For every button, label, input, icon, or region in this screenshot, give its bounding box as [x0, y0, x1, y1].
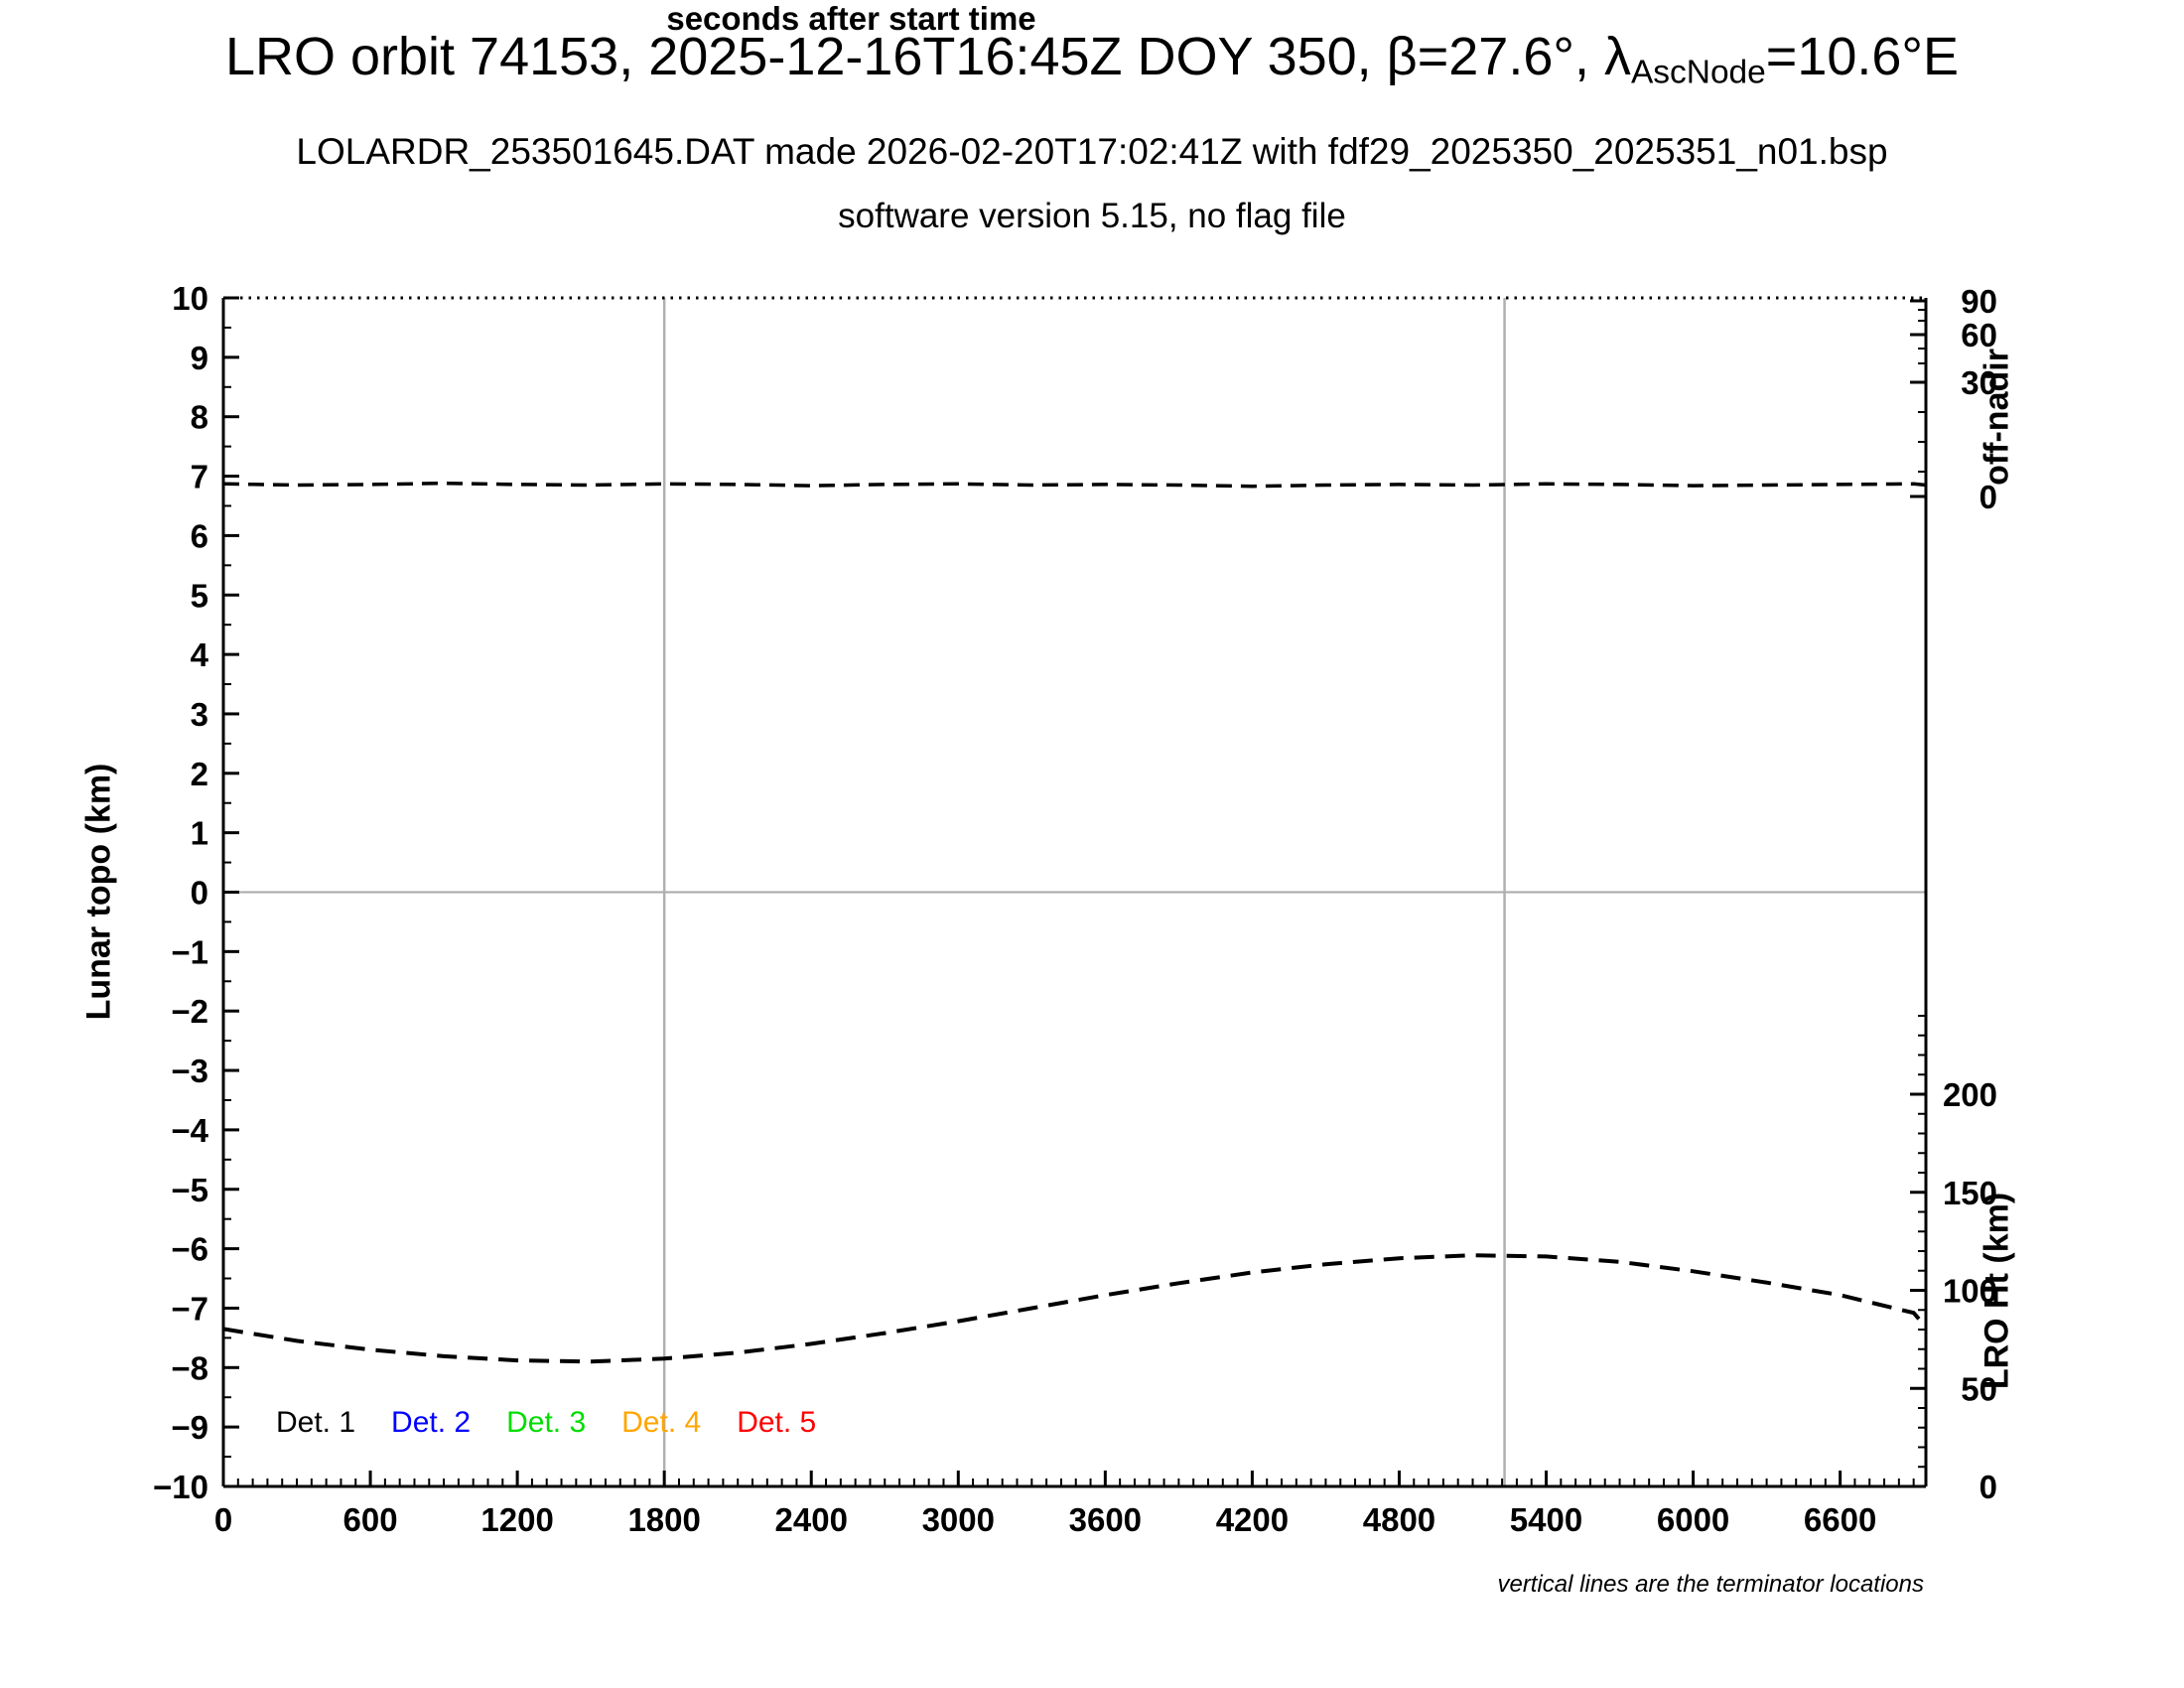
- y-left-tick-label: 7: [191, 459, 208, 495]
- left-axis-title: Lunar topo (km): [79, 763, 118, 1021]
- y-left-tick-label: −7: [171, 1290, 208, 1327]
- legend-item: Det. 4: [621, 1406, 702, 1439]
- x-tick-label: 1200: [480, 1501, 553, 1538]
- detector-legend: Det. 1 Det. 2 Det. 3 Det. 4 Det. 5: [276, 1406, 816, 1440]
- y-left-tick-label: −8: [171, 1349, 208, 1386]
- y-left-tick-label: −9: [171, 1409, 208, 1446]
- subtitle-software-version: software version 5.15, no flag file: [838, 197, 1346, 235]
- y-left-tick-label: −3: [171, 1053, 208, 1089]
- x-tick-label: 5400: [1510, 1501, 1582, 1538]
- x-tick-label: 4200: [1216, 1501, 1289, 1538]
- y-left-tick-label: 3: [191, 696, 208, 733]
- x-tick-label: 0: [214, 1501, 232, 1538]
- series-curve: [222, 481, 1927, 489]
- x-tick-label: 6600: [1804, 1501, 1876, 1538]
- x-tick-label: 1800: [627, 1501, 700, 1538]
- y-left-tick-label: 0: [191, 875, 208, 912]
- y-left-tick-label: −2: [171, 993, 208, 1030]
- y-left-tick-label: 5: [191, 577, 208, 614]
- x-tick-label: 6000: [1657, 1501, 1729, 1538]
- lro-ht-tick-label: 100: [1943, 1273, 1997, 1310]
- x-axis-title: seconds after start time: [666, 0, 1036, 37]
- x-tick-label: 4800: [1363, 1501, 1435, 1538]
- y-left-tick-label: 10: [172, 280, 208, 317]
- off-nadir-tick-label: 60: [1961, 317, 1997, 353]
- y-left-tick-label: 6: [191, 517, 208, 554]
- subtitle-filename: LOLARDR_253501645.DAT made 2026-02-20T17…: [296, 131, 1888, 172]
- y-left-tick-label: −1: [171, 933, 208, 970]
- off-nadir-tick-label: 30: [1961, 364, 1997, 401]
- lro-ht-tick-label: 150: [1943, 1175, 1997, 1211]
- lro-ht-tick-label: 0: [1979, 1469, 1997, 1505]
- y-left-tick-label: −5: [171, 1172, 208, 1208]
- y-left-tick-label: 2: [191, 756, 208, 792]
- y-left-tick-label: −6: [171, 1231, 208, 1268]
- off-nadir-tick-label: 90: [1961, 283, 1997, 320]
- y-left-tick-label: 9: [191, 340, 208, 376]
- right-top-axis-title: off-nadir: [1978, 349, 2016, 486]
- page-title: LRO orbit 74153, 2025-12-16T16:45Z DOY 3…: [0, 26, 2184, 91]
- x-tick-label: 2400: [775, 1501, 848, 1538]
- lro-ht-tick-label: 50: [1961, 1370, 1997, 1407]
- legend-item: Det. 3: [506, 1406, 587, 1439]
- legend-item: Det. 5: [737, 1406, 817, 1439]
- y-left-tick-label: −10: [153, 1469, 208, 1505]
- x-tick-label: 3600: [1069, 1501, 1142, 1538]
- terminator-note: vertical lines are the terminator locati…: [1497, 1571, 1924, 1598]
- legend-item: Det. 1: [276, 1406, 356, 1439]
- x-tick-label: 3000: [922, 1501, 995, 1538]
- series-curve: [222, 1253, 1928, 1364]
- off-nadir-tick-label: 0: [1979, 479, 1997, 515]
- title-text: LRO orbit 74153, 2025-12-16T16:45Z DOY 3…: [224, 27, 1631, 86]
- title-suffix: =10.6°E: [1765, 27, 1960, 86]
- y-left-tick-label: 8: [191, 399, 208, 436]
- y-left-tick-label: 4: [191, 636, 209, 673]
- lro-ht-tick-label: 200: [1943, 1076, 1997, 1113]
- legend-item: Det. 2: [391, 1406, 472, 1439]
- title-subscript: AscNode: [1630, 54, 1766, 91]
- y-left-tick-label: −4: [171, 1112, 208, 1149]
- right-bottom-axis-title: LRO Ht (km): [1978, 1192, 2016, 1390]
- x-tick-label: 600: [343, 1501, 398, 1538]
- y-left-tick-label: 1: [191, 815, 208, 852]
